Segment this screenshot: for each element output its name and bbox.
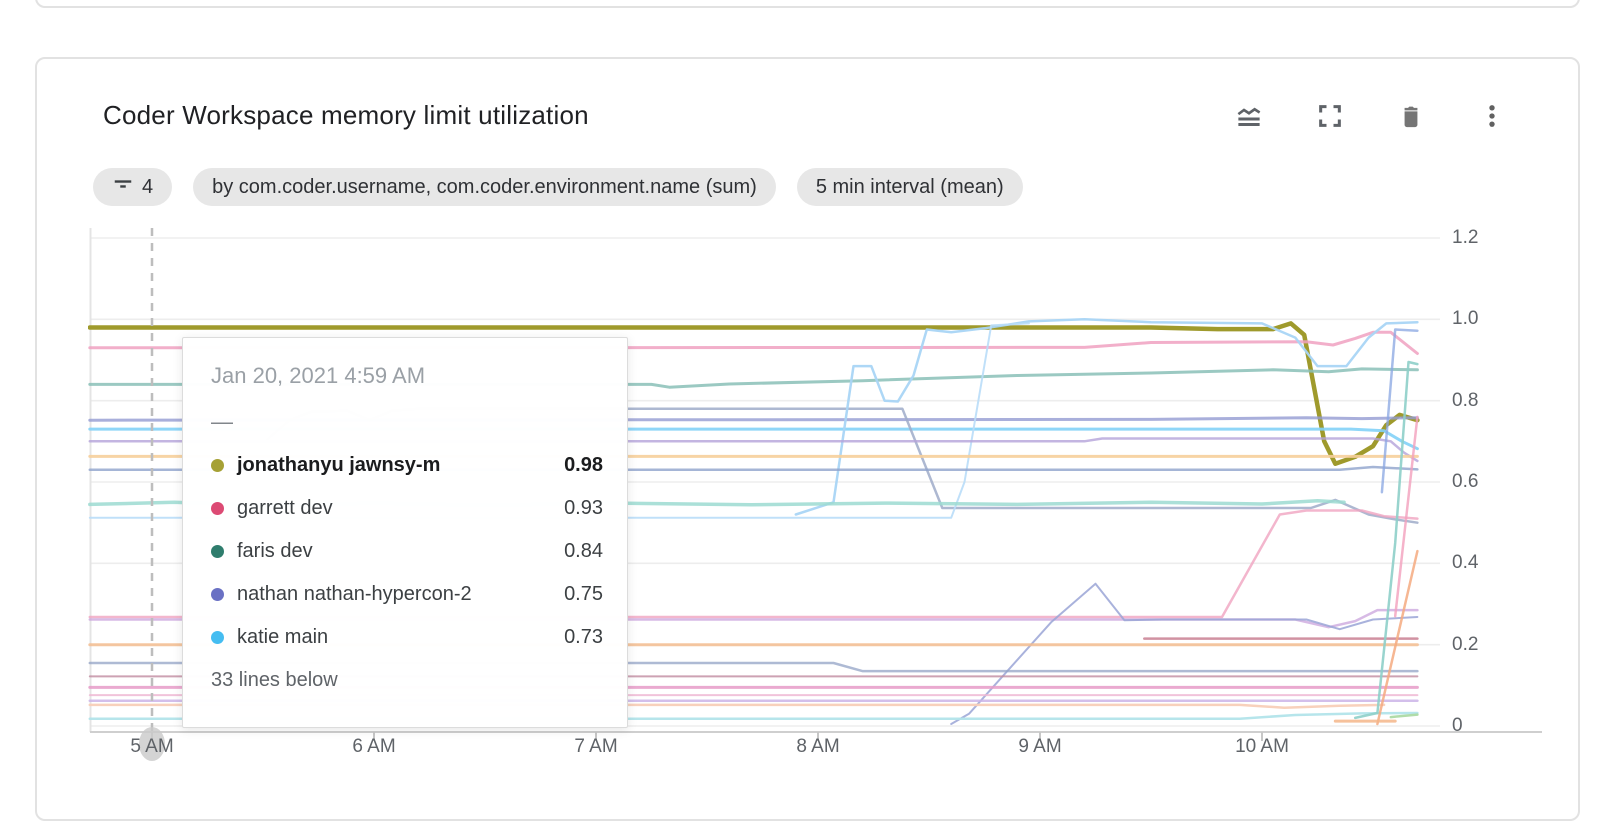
x-tick-label: 10 AM	[1235, 736, 1289, 757]
filter-icon	[112, 173, 134, 201]
chart-line-line-30	[1389, 713, 1419, 719]
series-name: faris dev	[237, 540, 313, 562]
y-tick-label: 0.4	[1452, 552, 1479, 574]
chart-line-faris-dev	[88, 367, 1419, 389]
x-tick-label: 9 AM	[1018, 736, 1062, 757]
series-value: 0.98	[564, 454, 603, 476]
chart-line-line-14	[88, 608, 1419, 629]
series-color-dot	[211, 459, 224, 472]
hover-tooltip: Jan 20, 2021 4:59 AM — jonathanyu jawnsy…	[182, 337, 628, 728]
widget-toolbar	[1228, 95, 1513, 137]
area-chart-icon	[1234, 101, 1264, 131]
trash-icon	[1397, 102, 1425, 130]
chart-line-nathan-nathan-hypercon-2	[88, 416, 1419, 422]
series-color-dot	[211, 545, 224, 558]
tooltip-row: faris dev 0.84	[211, 530, 603, 573]
query-chips-row: 4 by com.coder.username, com.coder.envir…	[93, 168, 1023, 206]
y-tick-label: 1.0	[1452, 308, 1479, 330]
tooltip-row: nathan nathan-hypercon-2 0.75	[211, 573, 603, 616]
more-options-button[interactable]	[1471, 95, 1513, 137]
chart-line-line-13	[88, 509, 1419, 619]
tooltip-lines-below: 33 lines below	[211, 669, 338, 691]
series-name: nathan nathan-hypercon-2	[237, 583, 472, 605]
chart-line-line-9	[88, 437, 1419, 463]
series-color-dot	[211, 588, 224, 601]
chart-line-line-29	[1393, 415, 1419, 618]
filter-count-chip[interactable]: 4	[93, 168, 173, 206]
series-name: jonathanyu jawnsy-m	[237, 454, 441, 476]
cursor-handle[interactable]	[139, 727, 165, 761]
chart-type-button[interactable]	[1228, 95, 1270, 137]
y-tick-label: 1.2	[1452, 227, 1479, 248]
fullscreen-icon	[1316, 102, 1344, 130]
x-tick-label: 7 AM	[574, 736, 618, 757]
interval-label: 5 min interval (mean)	[815, 175, 1004, 198]
chart-line-katie-main	[88, 427, 1419, 451]
series-name: katie main	[237, 626, 329, 648]
tooltip-no-value: —	[211, 409, 233, 434]
x-tick-label: 6 AM	[352, 736, 396, 757]
fullscreen-button[interactable]	[1309, 95, 1351, 137]
y-tick-label: 0.8	[1452, 389, 1479, 411]
chart-line-garrett-dev	[88, 330, 1419, 355]
group-by-chip[interactable]: by com.coder.username, com.coder.environ…	[193, 168, 776, 206]
chart-line-line-26	[1376, 549, 1419, 726]
chart-line-line-15	[950, 582, 1419, 725]
series-value: 0.84	[564, 540, 603, 562]
chart-line-line-8	[88, 322, 1030, 519]
series-name: garrett dev	[237, 497, 333, 519]
chart-line-line-28	[1380, 328, 1419, 494]
chart-line-line-23	[88, 703, 1386, 709]
widget-title: Coder Workspace memory limit utilization	[103, 100, 589, 130]
chart-line-line-11	[88, 465, 1419, 472]
filter-count-label: 4	[142, 175, 154, 198]
tooltip-row: katie main 0.73	[211, 616, 603, 659]
series-value: 0.75	[564, 583, 603, 605]
series-value: 0.73	[564, 626, 603, 648]
tooltip-timestamp: Jan 20, 2021 4:59 AM	[211, 363, 426, 388]
tooltip-row: garrett dev 0.93	[211, 487, 603, 530]
x-tick-label: 8 AM	[796, 736, 840, 757]
tooltip-series-list: jonathanyu jawnsy-m 0.98 garrett dev 0.93 fa…	[211, 444, 603, 659]
series-value: 0.93	[564, 497, 603, 519]
y-tick-label: 0.2	[1452, 633, 1479, 655]
tooltip-row: jonathanyu jawnsy-m 0.98	[211, 444, 603, 487]
interval-chip[interactable]: 5 min interval (mean)	[796, 168, 1023, 206]
delete-button[interactable]	[1390, 95, 1432, 137]
y-tick-label: 0.6	[1452, 471, 1479, 492]
y-tick-label: 0	[1452, 715, 1463, 736]
x-tick-label: 5 AM	[130, 736, 174, 757]
series-color-dot	[211, 631, 224, 644]
kebab-menu-icon	[1478, 102, 1506, 130]
chart-line-line-25	[1353, 360, 1419, 720]
series-color-dot	[211, 502, 224, 515]
group-by-label: by com.coder.username, com.coder.environ…	[212, 175, 757, 198]
